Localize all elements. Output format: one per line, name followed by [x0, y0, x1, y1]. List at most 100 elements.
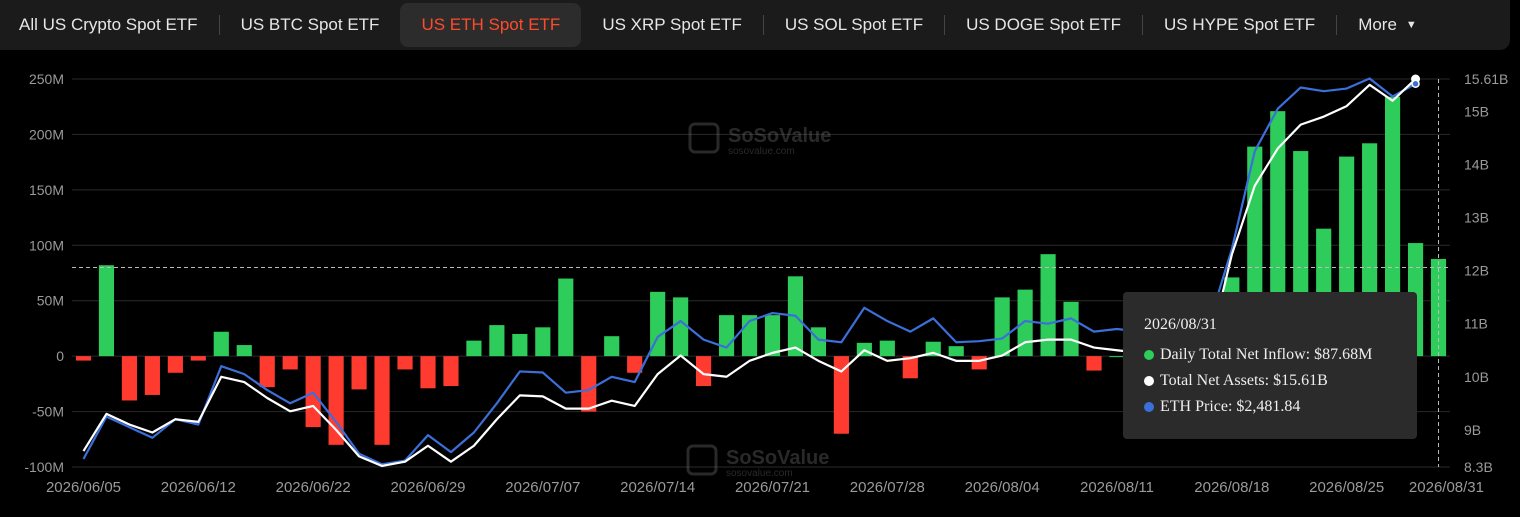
watermark-subtext: sosovalue.com [728, 146, 795, 157]
right-axis-tick-label: 14B [1464, 156, 1489, 172]
outflow-bar [75, 356, 92, 361]
inflow-bar [948, 346, 964, 357]
outflow-bar [167, 356, 183, 373]
white-dot-icon [1144, 376, 1154, 386]
inflow-bar [718, 315, 735, 357]
outflow-bar [627, 356, 643, 373]
left-axis-tick-label: 100M [29, 237, 64, 253]
outflow-bar [351, 356, 367, 390]
tooltip-row-net-assets: Total Net Assets: $15.61B [1144, 368, 1417, 394]
tooltip-inflow-text: Daily Total Net Inflow: $87.68M [1160, 346, 1373, 363]
watermark-logo-icon [686, 444, 718, 476]
outflow-bar [1086, 356, 1102, 371]
etf-flow-chart[interactable]: SoSoValuesosovalue.comSoSoValuesosovalue… [0, 50, 1520, 517]
tab-us-xrp-spot-etf[interactable]: US XRP Spot ETF [602, 15, 742, 34]
inflow-bar [673, 297, 689, 357]
watermark-text: SoSoValue [728, 125, 831, 147]
green-dot-icon [1144, 350, 1154, 360]
more-dropdown-button[interactable]: More ▼ [1337, 3, 1438, 47]
right-axis-tick-label: 11B [1464, 316, 1488, 332]
tab-us-sol-spot-etf[interactable]: US SOL Spot ETF [784, 15, 924, 34]
x-axis-tick-label: 2026/08/31 [1409, 479, 1484, 496]
inflow-bar [650, 291, 666, 357]
x-axis-labels: 2026/06/05 2026/06/12 2026/06/22 2026/06/29… [46, 479, 1484, 496]
left-axis-labels: 250M 200M 150M 100M 50M 0 -50M -100M [24, 71, 64, 475]
inflow-bar [994, 297, 1010, 357]
tab-separator [218, 15, 220, 35]
right-axis-tick-label: 8.3B [1464, 459, 1493, 475]
inflow-bar [1430, 258, 1447, 357]
tab-us-eth-spot-etf[interactable]: US ETH Spot ETF [400, 3, 582, 47]
inflow-bar [236, 345, 252, 357]
outflow-bar [328, 356, 344, 445]
outflow-bar [420, 356, 436, 389]
inflow-bar [1040, 254, 1056, 357]
outflow-bar [144, 356, 160, 395]
inflow-bar [535, 327, 551, 357]
x-axis-tick-label: 2026/06/12 [161, 479, 236, 496]
right-axis-tick-label: 15.61B [1464, 71, 1508, 87]
left-axis-tick-label: -100M [24, 459, 64, 475]
tab-separator [1142, 15, 1144, 35]
watermark-subtext: sosovalue.com [726, 468, 793, 479]
x-axis-tick-label: 2026/07/28 [850, 479, 925, 496]
tab-all-us-crypto-spot-etf[interactable]: All US Crypto Spot ETF [19, 15, 198, 34]
x-axis-tick-label: 2026/06/29 [390, 479, 465, 496]
left-axis-tick-label: 150M [29, 182, 64, 198]
chart-tooltip: 2026/08/31 Daily Total Net Inflow: $87.6… [1123, 292, 1417, 439]
right-axis-tick-label: 9B [1464, 422, 1481, 438]
outflow-bar [971, 356, 987, 370]
inflow-bar [604, 336, 620, 357]
x-axis-tick-label: 2026/08/18 [1194, 479, 1269, 496]
inflow-bar [764, 315, 781, 357]
watermark-text: SoSoValue [726, 447, 829, 469]
watermark-layer: SoSoValuesosovalue.comSoSoValuesosovalue… [686, 122, 831, 479]
tab-us-btc-spot-etf[interactable]: US BTC Spot ETF [240, 15, 380, 34]
inflow-bar [558, 278, 574, 357]
inflow-bar [466, 340, 482, 357]
blue-dot-icon [1144, 402, 1154, 412]
inflow-bar [810, 327, 826, 357]
chevron-down-icon: ▼ [1405, 19, 1417, 31]
x-axis-tick-label: 2026/07/07 [505, 479, 580, 496]
tab-separator [944, 15, 946, 35]
tab-us-doge-spot-etf[interactable]: US DOGE Spot ETF [966, 15, 1122, 34]
tooltip-eth-price-text: ETH Price: $2,481.84 [1160, 398, 1301, 415]
inflow-bar [489, 325, 505, 357]
outflow-bar [397, 356, 413, 370]
inflow-bar [512, 333, 528, 357]
tab-separator [1336, 15, 1338, 35]
tab-us-hype-spot-etf[interactable]: US HYPE Spot ETF [1164, 15, 1316, 34]
watermark-logo-icon [688, 122, 720, 154]
x-axis-tick-label: 2026/07/21 [735, 479, 810, 496]
inflow-bar [98, 265, 115, 357]
eth-price-point [1411, 79, 1420, 89]
left-axis-tick-label: 200M [29, 126, 64, 142]
outflow-bar [190, 356, 206, 361]
tooltip-row-eth-price: ETH Price: $2,481.84 [1144, 394, 1417, 420]
outflow-bar [282, 356, 298, 370]
x-axis-tick-label: 2026/07/14 [620, 479, 695, 496]
outflow-bar [833, 356, 849, 434]
inflow-bar [879, 340, 895, 357]
left-axis-tick-label: 50M [37, 293, 64, 309]
x-axis-tick-label: 2026/06/05 [46, 479, 121, 496]
x-axis-tick-label: 2026/06/22 [276, 479, 351, 496]
outflow-bar [374, 356, 390, 445]
inflow-bar [1063, 301, 1079, 357]
inflow-bar [1017, 289, 1033, 357]
x-axis-tick-label: 2026/08/25 [1309, 479, 1384, 496]
inflow-bar [925, 341, 941, 357]
etf-tab-bar: All US Crypto Spot ETF US BTC Spot ETF U… [0, 0, 1510, 50]
outflow-bar [259, 356, 275, 388]
right-axis-tick-label: 12B [1464, 263, 1489, 279]
inflow-bar [213, 331, 229, 357]
right-axis-tick-label: 13B [1464, 210, 1489, 226]
right-axis-tick-label: 15B [1464, 103, 1489, 119]
outflow-bar [696, 356, 712, 387]
outflow-bar [443, 356, 459, 387]
x-axis-tick-label: 2026/08/11 [1080, 479, 1154, 496]
crosshair [72, 79, 1450, 467]
